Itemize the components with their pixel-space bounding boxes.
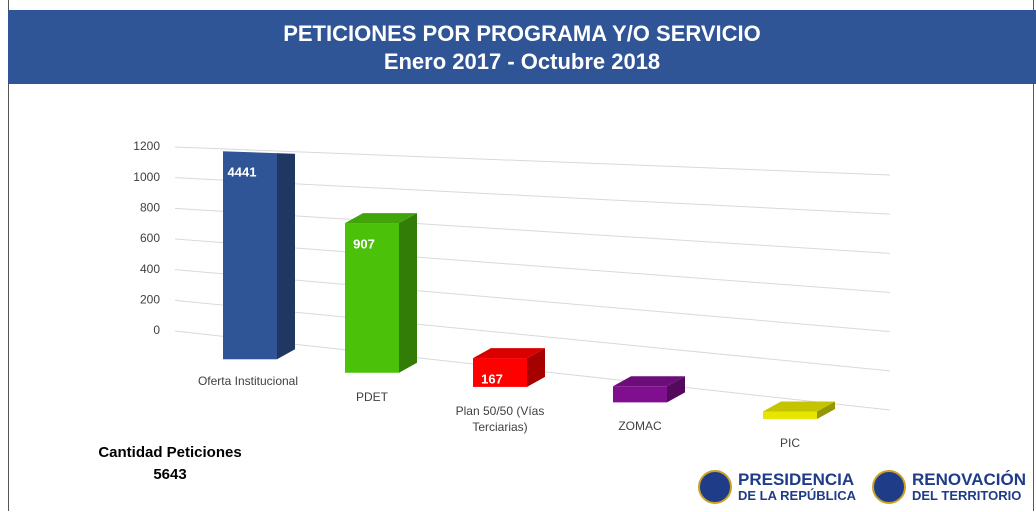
chart-subtitle: Enero 2017 - Octubre 2018 [383,49,661,74]
bar-side [817,401,835,419]
x-tick-label: ZOMAC [618,419,662,434]
y-tick-label: 0 [153,323,160,337]
total-label: Cantidad Peticiones [98,444,242,461]
x-tick-label: PIC [779,435,800,450]
y-tick-label: 800 [140,201,160,215]
bar [223,147,277,360]
seal [698,470,732,504]
bar [763,411,817,419]
logo-line: DE LA REPÚBLICA [738,488,856,503]
bar-top [763,401,835,412]
bar-top [613,376,685,387]
data-label: 4441 [228,164,257,179]
grid-line [174,146,891,176]
y-tick-label: 1000 [133,170,160,184]
seal [872,470,906,504]
logo-line: PRESIDENCIA [738,470,855,489]
y-tick-label: 600 [140,231,160,245]
y-tick-label: 1200 [133,139,160,153]
logo: PRESIDENCIA DE LA REPÚBLICA [698,470,856,504]
bar [473,358,527,387]
bar-top [345,213,417,224]
data-label: 39 [775,425,789,440]
bar-side [399,213,417,373]
y-tick-label: 400 [140,262,160,276]
logo-line: DEL TERRITORIO [912,488,1022,503]
total-value: 5643 [153,466,187,483]
x-tick-label: Plan 50/50 (Vías Terciarias) [455,403,545,434]
logo: RENOVACIÓN DEL TERRITORIO [872,470,1026,504]
bar [613,386,667,403]
data-label: 907 [353,237,375,252]
frame [8,0,1034,511]
bar [345,223,399,373]
data-label: 167 [481,372,503,387]
bar-side [667,376,685,403]
bar-side [277,147,295,360]
header: PETICIONES POR PROGRAMA Y/O SERVICIO Ene… [8,10,1036,84]
y-tick-label: 200 [140,293,160,307]
bar-side [527,348,545,387]
logo-line: RENOVACIÓN [912,470,1026,489]
chart-title: PETICIONES POR PROGRAMA Y/O SERVICIO [283,21,761,46]
data-label: 89 [625,400,639,415]
x-tick-label: PDET [355,389,388,404]
x-tick-label: Oferta Institucional [197,374,299,389]
bar-top [473,348,545,359]
total: Cantidad Peticiones 5643 [70,442,270,486]
